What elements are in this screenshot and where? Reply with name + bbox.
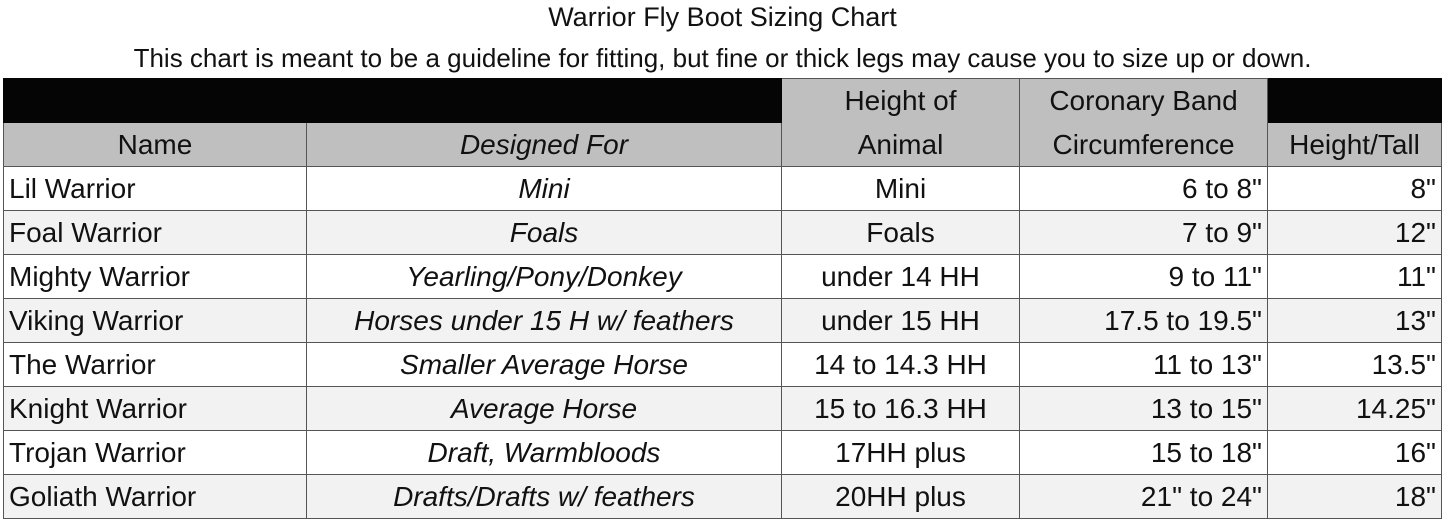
cell-name: Lil Warrior: [3, 166, 307, 211]
header-row: Name Designed For Animal Circumference H…: [3, 122, 1442, 167]
header-height-of-animal-line1: Height of: [781, 78, 1020, 123]
cell-name: The Warrior: [3, 342, 307, 387]
cell-name: Mighty Warrior: [3, 254, 307, 299]
cell-boot-height: 16": [1267, 430, 1442, 475]
cell-animal-height: 20HH plus: [781, 474, 1020, 519]
cell-animal-height: under 15 HH: [781, 298, 1020, 343]
sizing-table: Height of Coronary Band Name Designed Fo…: [3, 78, 1442, 519]
cell-boot-height: 12": [1267, 210, 1442, 255]
cell-coronary: 13 to 15": [1019, 386, 1268, 431]
cell-coronary: 17.5 to 19.5": [1019, 298, 1268, 343]
header-height-of-animal-line2: Animal: [781, 122, 1020, 167]
cell-coronary: 6 to 8": [1019, 166, 1268, 211]
cell-name: Trojan Warrior: [3, 430, 307, 475]
cell-boot-height: 14.25": [1267, 386, 1442, 431]
table-row: The Warrior Smaller Average Horse 14 to 14…: [3, 342, 1442, 387]
table-row: Goliath Warrior Drafts/Drafts w/ feathers…: [3, 474, 1442, 519]
cell-coronary: 21" to 24": [1019, 474, 1268, 519]
cell-coronary: 7 to 9": [1019, 210, 1268, 255]
cell-designed-for: Average Horse: [306, 386, 782, 431]
table-row: Lil Warrior Mini Mini 6 to 8" 8": [3, 166, 1442, 211]
cell-designed-for: Mini: [306, 166, 782, 211]
cell-boot-height: 13": [1267, 298, 1442, 343]
cell-name: Foal Warrior: [3, 210, 307, 255]
cell-animal-height: Mini: [781, 166, 1020, 211]
header-designed-for: Designed For: [306, 122, 782, 167]
header-name: Name: [3, 122, 307, 167]
table-row: Knight Warrior Average Horse 15 to 16.3 HH…: [3, 386, 1442, 431]
header-height-tall: Height/Tall: [1267, 122, 1442, 167]
cell-name: Knight Warrior: [3, 386, 307, 431]
cell-designed-for: Drafts/Drafts w/ feathers: [306, 474, 782, 519]
header-black-bar: [3, 78, 782, 123]
cell-designed-for: Horses under 15 H w/ feathers: [306, 298, 782, 343]
table-row: Mighty Warrior Yearling/Pony/Donkey under …: [3, 254, 1442, 299]
header-black-bar-right: [1267, 78, 1442, 123]
cell-boot-height: 8": [1267, 166, 1442, 211]
cell-coronary: 11 to 13": [1019, 342, 1268, 387]
chart-subtitle: This chart is meant to be a guideline fo…: [133, 43, 1312, 73]
cell-designed-for: Foals: [306, 210, 782, 255]
cell-boot-height: 11": [1267, 254, 1442, 299]
cell-animal-height: 15 to 16.3 HH: [781, 386, 1020, 431]
header-coronary-line2: Circumference: [1019, 122, 1268, 167]
cell-designed-for: Smaller Average Horse: [306, 342, 782, 387]
cell-designed-for: Draft, Warmbloods: [306, 430, 782, 475]
cell-coronary: 15 to 18": [1019, 430, 1268, 475]
cell-animal-height: under 14 HH: [781, 254, 1020, 299]
table-row: Viking Warrior Horses under 15 H w/ feath…: [3, 298, 1442, 343]
cell-name: Goliath Warrior: [3, 474, 307, 519]
cell-animal-height: 14 to 14.3 HH: [781, 342, 1020, 387]
cell-name: Viking Warrior: [3, 298, 307, 343]
table-row: Trojan Warrior Draft, Warmbloods 17HH plus…: [3, 430, 1442, 475]
header-coronary-line1: Coronary Band: [1019, 78, 1268, 123]
chart-title: Warrior Fly Boot Sizing Chart: [548, 2, 897, 32]
cell-boot-height: 18": [1267, 474, 1442, 519]
table-row: Foal Warrior Foals Foals 7 to 9" 12": [3, 210, 1442, 255]
cell-animal-height: Foals: [781, 210, 1020, 255]
header-row-top: Height of Coronary Band: [3, 78, 1442, 123]
cell-designed-for: Yearling/Pony/Donkey: [306, 254, 782, 299]
cell-animal-height: 17HH plus: [781, 430, 1020, 475]
cell-coronary: 9 to 11": [1019, 254, 1268, 299]
cell-boot-height: 13.5": [1267, 342, 1442, 387]
